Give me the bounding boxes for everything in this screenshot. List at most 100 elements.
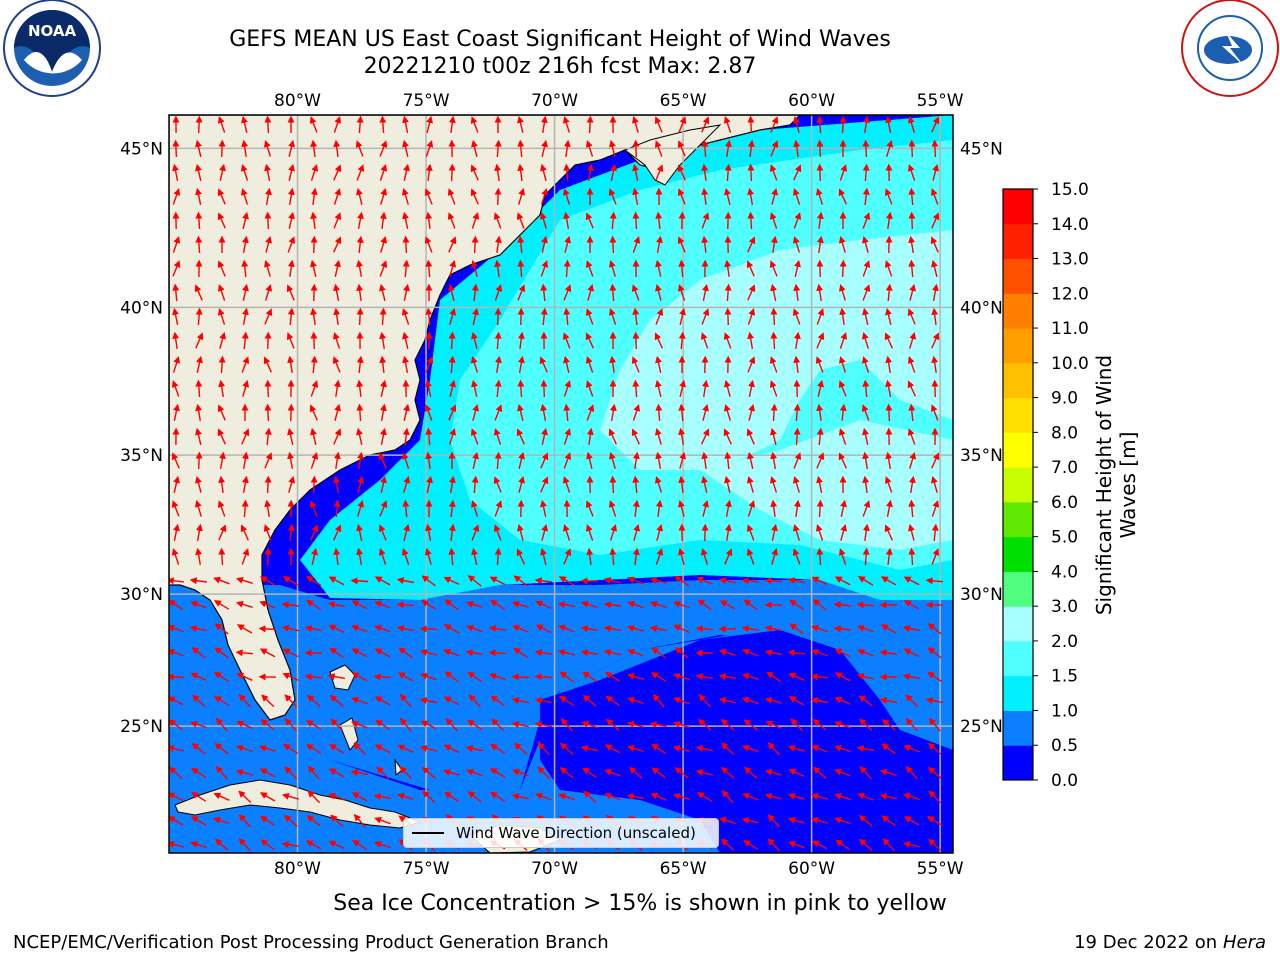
wave-direction-arrow	[585, 380, 594, 397]
wave-direction-arrow	[425, 211, 433, 229]
wave-direction-arrow	[443, 648, 460, 657]
wave-direction-arrow	[723, 403, 731, 421]
wave-direction-arrow	[770, 451, 778, 470]
wave-direction-arrow	[534, 577, 552, 585]
wave-direction-arrow	[380, 379, 387, 397]
wave-direction-arrow	[834, 576, 851, 586]
wave-direction-arrow	[585, 524, 594, 541]
wave-direction-arrow	[747, 356, 756, 373]
wave-direction-arrow	[540, 163, 547, 181]
wave-direction-arrow	[655, 548, 664, 565]
wave-direction-arrow	[562, 188, 571, 205]
wave-direction-arrow	[654, 476, 663, 493]
wave-direction-arrow	[467, 719, 483, 730]
wave-direction-arrow	[839, 403, 847, 421]
wave-direction-arrow	[217, 428, 227, 445]
wave-direction-arrow	[333, 547, 341, 565]
wave-direction-arrow	[351, 696, 368, 705]
wave-direction-arrow	[582, 694, 597, 707]
wave-direction-arrow	[356, 307, 364, 326]
wave-direction-arrow	[788, 696, 805, 706]
wave-direction-arrow	[908, 139, 916, 158]
wave-direction-arrow	[353, 742, 367, 756]
wave-direction-arrow	[792, 188, 801, 205]
wave-direction-arrow	[494, 235, 502, 253]
wave-direction-arrow	[218, 524, 227, 541]
wave-direction-arrow	[632, 236, 641, 253]
wave-direction-arrow	[355, 140, 364, 157]
wave-direction-arrow	[425, 307, 433, 326]
wave-direction-arrow	[724, 451, 732, 470]
wave-direction-arrow	[333, 428, 342, 445]
wave-direction-arrow	[559, 767, 574, 779]
wave-direction-arrow	[769, 356, 778, 373]
wave-direction-arrow	[493, 476, 502, 493]
wave-direction-arrow	[928, 838, 942, 851]
wave-direction-arrow	[351, 648, 368, 658]
wave-direction-arrow	[585, 260, 594, 277]
wave-direction-arrow	[718, 648, 736, 656]
wave-direction-arrow	[902, 625, 921, 632]
wave-direction-arrow	[540, 499, 547, 517]
wave-direction-arrow	[931, 500, 940, 517]
wave-direction-arrow	[725, 499, 732, 518]
wave-direction-arrow	[903, 792, 920, 801]
wave-direction-arrow	[535, 600, 552, 610]
wave-direction-arrow	[470, 164, 479, 181]
wave-direction-arrow	[260, 839, 275, 851]
lon-tick-label-bottom: 70°W	[531, 859, 578, 879]
wave-direction-arrow	[815, 524, 824, 541]
wave-direction-arrow	[512, 624, 529, 633]
wave-direction-arrow	[857, 792, 874, 801]
wave-direction-arrow	[282, 576, 299, 586]
wave-direction-arrow	[702, 283, 709, 301]
wave-direction-arrow	[696, 576, 713, 585]
wave-direction-arrow	[494, 355, 502, 374]
wave-direction-arrow	[466, 768, 483, 777]
wave-direction-arrow	[242, 283, 249, 301]
wave-direction-arrow	[241, 548, 250, 565]
wave-direction-arrow	[654, 332, 664, 349]
wave-direction-arrow	[881, 719, 896, 731]
lon-tick-label-top: 60°W	[788, 91, 835, 111]
colorbar-tick-label: 1.5	[1051, 667, 1078, 687]
wave-direction-arrow	[770, 427, 777, 445]
wave-direction-arrow	[241, 235, 249, 254]
wave-direction-arrow	[379, 260, 388, 277]
wave-direction-arrow	[764, 768, 782, 776]
wave-direction-arrow	[171, 548, 180, 565]
wave-direction-arrow	[264, 331, 272, 350]
lon-tick-label-bottom: 65°W	[660, 859, 707, 879]
wave-direction-arrow	[333, 164, 342, 181]
wave-direction-arrow	[288, 163, 295, 181]
wave-direction-arrow	[215, 717, 228, 732]
wave-direction-arrow	[654, 427, 662, 445]
wave-direction-arrow	[240, 188, 249, 205]
wave-direction-arrow	[287, 451, 295, 470]
wave-direction-arrow	[651, 743, 666, 755]
wave-direction-arrow	[884, 260, 893, 277]
wave-direction-arrow	[742, 696, 759, 705]
wave-direction-arrow	[788, 768, 805, 778]
wave-direction-arrow	[465, 600, 483, 608]
wave-direction-arrow	[169, 792, 184, 802]
wave-direction-arrow	[834, 672, 851, 682]
wave-direction-arrow	[471, 475, 479, 494]
wave-direction-arrow	[398, 647, 413, 659]
wave-direction-arrow	[471, 212, 480, 229]
wave-direction-arrow	[908, 211, 916, 230]
wave-direction-arrow	[677, 284, 686, 301]
wave-direction-arrow	[356, 547, 364, 566]
wave-direction-arrow	[838, 428, 847, 445]
wave-direction-arrow	[218, 475, 226, 493]
wave-direction-arrow	[608, 259, 616, 277]
wave-direction-arrow	[678, 211, 686, 230]
lat-tick-label-right: 30°N	[960, 585, 1003, 605]
wave-direction-arrow	[719, 816, 736, 825]
wave-direction-arrow	[767, 838, 781, 852]
wave-direction-arrow	[834, 648, 851, 658]
wave-direction-arrow	[287, 427, 294, 445]
wave-direction-arrow	[838, 548, 847, 565]
wave-direction-arrow	[374, 696, 391, 706]
wave-direction-arrow	[517, 115, 524, 133]
